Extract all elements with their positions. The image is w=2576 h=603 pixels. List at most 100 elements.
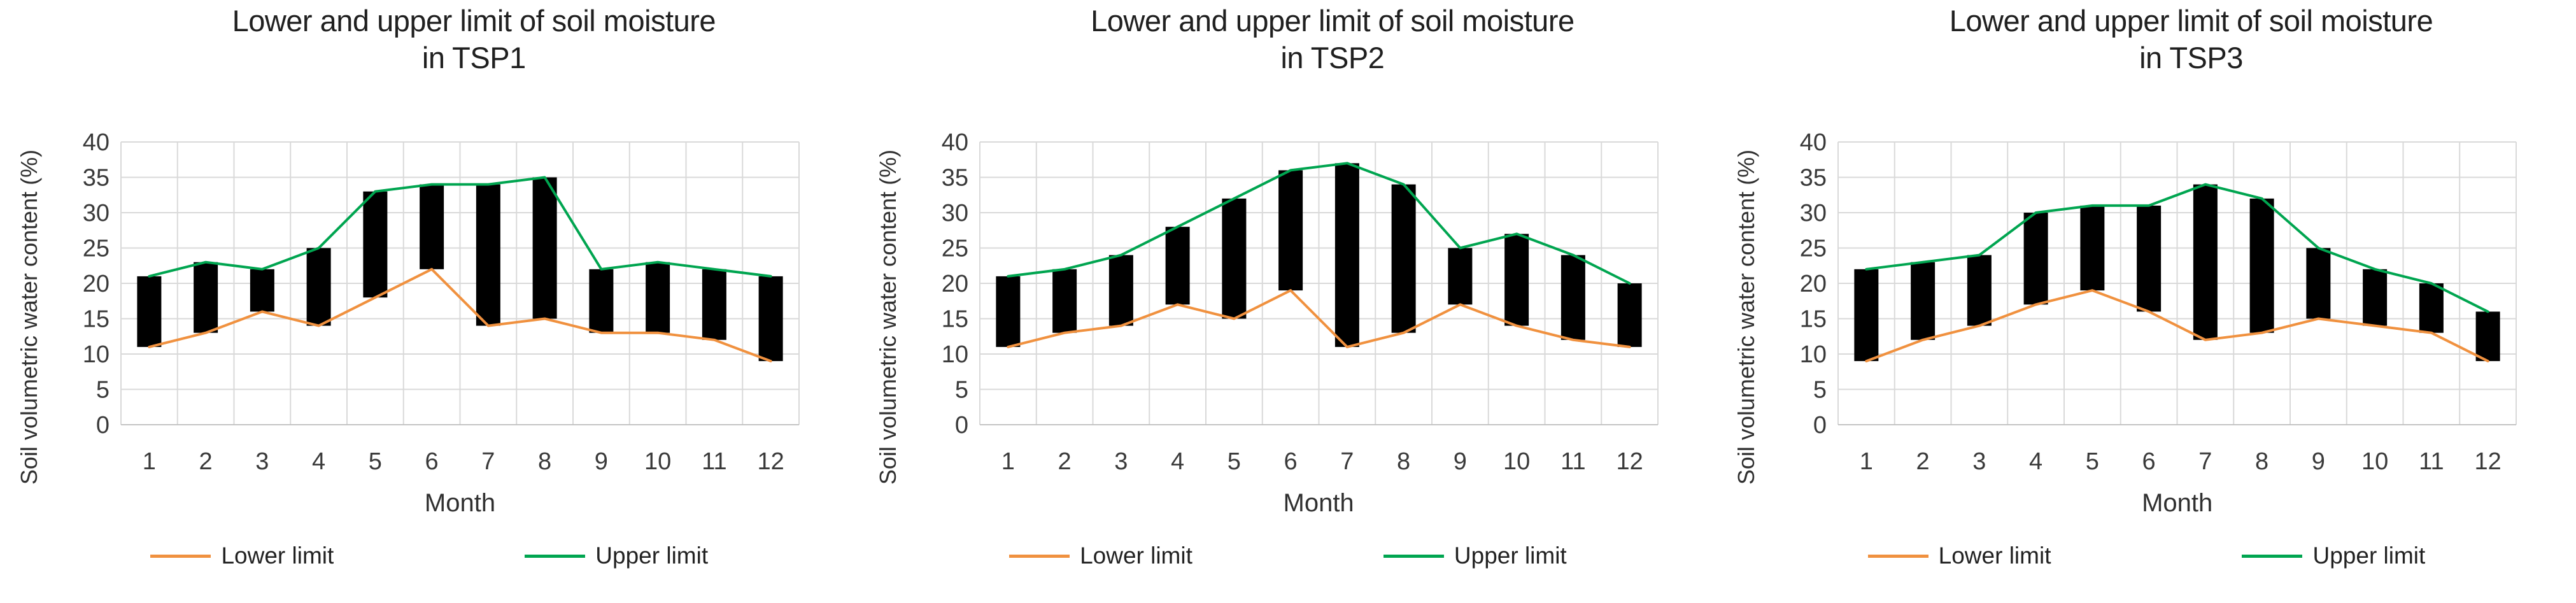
chart-title: Lower and upper limit of soil moisture i… (967, 3, 1699, 76)
svg-text:5: 5 (2086, 448, 2099, 475)
svg-text:6: 6 (425, 448, 439, 475)
svg-text:8: 8 (1397, 448, 1410, 475)
lower-limit-line (148, 267, 772, 363)
x-axis-tick-labels: 1 2 3 4 5 6 7 8 9 10 11 12 (1860, 448, 2502, 475)
y-axis-title: Soil volumetric water content (%) (874, 149, 901, 485)
svg-text:8: 8 (2255, 448, 2268, 475)
legend-label-upper: Upper limit (2312, 543, 2426, 569)
chart-panel-tsp1: 0 5 10 15 20 25 30 35 40 1 2 3 4 5 6 7 8 9 10 11 12 Lower an… (0, 0, 859, 603)
svg-text:30: 30 (941, 200, 968, 227)
svg-text:2: 2 (1916, 448, 1930, 475)
x-axis-tick-labels: 1 2 3 4 5 6 7 8 9 10 11 12 (143, 448, 784, 475)
range-bars (137, 177, 783, 362)
svg-text:30: 30 (1800, 200, 1827, 227)
svg-text:12: 12 (757, 448, 784, 475)
x-axis-title: Month (424, 489, 496, 517)
svg-text:3: 3 (1114, 448, 1128, 475)
svg-text:40: 40 (83, 129, 110, 156)
svg-text:4: 4 (1171, 448, 1184, 475)
legend: Lower limit Upper limit (0, 543, 859, 569)
chart-title-line1: Lower and upper limit of soil moisture (1091, 4, 1575, 38)
svg-text:1: 1 (1001, 448, 1014, 475)
svg-text:1: 1 (143, 448, 156, 475)
legend-label-lower: Lower limit (1938, 543, 2051, 569)
svg-text:12: 12 (2475, 448, 2502, 475)
svg-text:2: 2 (199, 448, 213, 475)
upper-limit-line-swatch (2242, 554, 2303, 558)
y-axis-tick-labels: 0 5 10 15 20 25 30 35 40 (941, 129, 968, 439)
svg-text:4: 4 (2029, 448, 2042, 475)
svg-text:10: 10 (1503, 448, 1530, 475)
legend-label-upper: Upper limit (1454, 543, 1567, 569)
svg-text:6: 6 (1284, 448, 1297, 475)
y-axis-title: Soil volumetric water content (%) (1733, 149, 1760, 485)
svg-text:35: 35 (941, 165, 968, 192)
svg-text:15: 15 (83, 306, 110, 333)
svg-text:10: 10 (941, 341, 968, 368)
legend-label-lower: Lower limit (1080, 543, 1192, 569)
svg-text:2: 2 (1058, 448, 1071, 475)
chart-title-line2: in TSP1 (421, 41, 526, 74)
svg-text:20: 20 (941, 271, 968, 297)
legend: Lower limit Upper limit (1717, 543, 2576, 569)
svg-text:5: 5 (954, 377, 968, 404)
chart-panel-tsp2: 0 5 10 15 20 25 30 35 40 1 2 3 4 5 6 7 8 9 10 11 12 Lower an… (859, 0, 1718, 603)
svg-text:0: 0 (1813, 412, 1827, 439)
chart-title-line2: in TSP2 (1280, 41, 1385, 74)
svg-text:10: 10 (644, 448, 671, 475)
lower-limit-line (1006, 289, 1631, 348)
svg-text:5: 5 (369, 448, 382, 475)
svg-text:0: 0 (954, 412, 968, 439)
gridlines (979, 141, 1659, 425)
svg-text:9: 9 (1453, 448, 1466, 475)
lower-limit-line-swatch (1867, 554, 1928, 558)
legend-label-upper: Upper limit (595, 543, 709, 569)
svg-text:40: 40 (1800, 129, 1827, 156)
upper-limit-line-swatch (525, 554, 586, 558)
svg-text:10: 10 (2361, 448, 2388, 475)
svg-text:30: 30 (83, 200, 110, 227)
y-axis-tick-labels: 0 5 10 15 20 25 30 35 40 (83, 129, 110, 439)
svg-text:20: 20 (1800, 271, 1827, 297)
svg-text:11: 11 (2419, 448, 2444, 475)
lower-limit-line-swatch (1009, 554, 1070, 558)
svg-text:0: 0 (96, 412, 110, 439)
upper-limit-line (1006, 162, 1631, 285)
svg-text:15: 15 (941, 306, 968, 333)
chart-title-line1: Lower and upper limit of soil moisture (1949, 4, 2433, 38)
chart-title: Lower and upper limit of soil moisture i… (1825, 3, 2557, 76)
svg-text:3: 3 (255, 448, 269, 475)
svg-text:35: 35 (1800, 165, 1827, 192)
svg-text:40: 40 (941, 129, 968, 156)
chart-title: Lower and upper limit of soil moisture i… (108, 3, 840, 76)
svg-text:20: 20 (83, 271, 110, 297)
legend-item-upper: Upper limit (525, 543, 708, 569)
svg-text:25: 25 (83, 236, 110, 262)
legend-item-upper: Upper limit (1383, 543, 1567, 569)
svg-text:25: 25 (1800, 236, 1827, 262)
lower-limit-line-swatch (150, 554, 211, 558)
range-bars (1854, 184, 2500, 362)
legend: Lower limit Upper limit (859, 543, 1718, 569)
upper-limit-line (1865, 183, 2489, 313)
svg-text:5: 5 (1227, 448, 1240, 475)
svg-text:5: 5 (96, 377, 110, 404)
svg-text:5: 5 (1813, 377, 1827, 404)
chart-title-line2: in TSP3 (2139, 41, 2243, 74)
legend-item-lower: Lower limit (150, 543, 334, 569)
legend-item-lower: Lower limit (1009, 543, 1192, 569)
svg-text:6: 6 (2142, 448, 2156, 475)
x-axis-title: Month (2142, 489, 2213, 517)
range-bars (995, 163, 1642, 347)
chart-panel-tsp3: 0 5 10 15 20 25 30 35 40 1 2 3 4 5 6 7 8 9 10 11 12 Lower an… (1717, 0, 2576, 603)
svg-text:1: 1 (1860, 448, 1873, 475)
legend-item-upper: Upper limit (2242, 543, 2425, 569)
upper-limit-line (148, 176, 772, 278)
svg-text:35: 35 (83, 165, 110, 192)
legend-label-lower: Lower limit (221, 543, 334, 569)
svg-text:7: 7 (1340, 448, 1354, 475)
